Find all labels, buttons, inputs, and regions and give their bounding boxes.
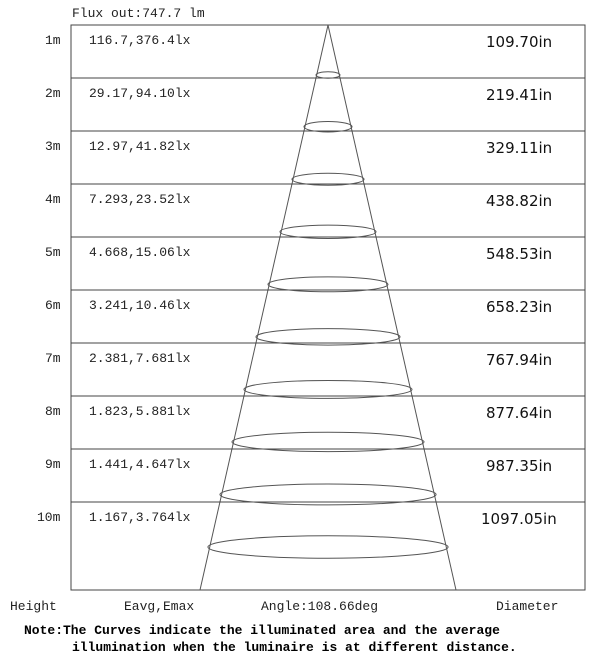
distance-row: 6m 3.241,10.46lx 658.23in <box>45 298 585 346</box>
distance-row: 9m 1.441,4.647lx 987.35in <box>45 457 585 506</box>
distance-rows: 1m 116.7,376.4lx 109.70in 2m 29.17,94.10lx 21… <box>37 33 585 559</box>
row-illuminance-value: 3.241,10.46lx <box>89 298 191 313</box>
row-height-label: 7m <box>45 351 61 366</box>
distance-row: 10m 1.167,3.764lx 1097.05in <box>37 510 557 559</box>
note-line-2: illumination when the luminaire is at di… <box>72 640 517 653</box>
row-height-label: 3m <box>45 139 61 154</box>
row-diameter-value: 438.82in <box>486 192 552 210</box>
row-illuminance-value: 7.293,23.52lx <box>89 192 191 207</box>
distance-row: 5m 4.668,15.06lx 548.53in <box>45 245 585 293</box>
row-diameter-value: 329.11in <box>486 139 552 157</box>
illumination-ellipse <box>279 224 377 240</box>
row-illuminance-value: 4.668,15.06lx <box>89 245 191 260</box>
illumination-ellipse <box>231 431 425 453</box>
distance-row: 7m 2.381,7.681lx 767.94in <box>45 351 585 399</box>
row-height-label: 5m <box>45 245 61 260</box>
distance-row: 3m 12.97,41.82lx 329.11in <box>45 139 585 186</box>
row-illuminance-value: 12.97,41.82lx <box>89 139 191 154</box>
illumination-ellipse <box>291 172 365 186</box>
row-height-label: 2m <box>45 86 61 101</box>
row-illuminance-value: 2.381,7.681lx <box>89 351 191 366</box>
row-diameter-value: 877.64in <box>486 404 552 422</box>
row-diameter-value: 1097.05in <box>481 510 557 528</box>
distance-row: 1m 116.7,376.4lx 109.70in <box>45 33 585 79</box>
row-height-label: 1m <box>45 33 61 48</box>
row-height-label: 10m <box>37 510 61 525</box>
illumination-ellipse <box>267 276 389 293</box>
row-illuminance-value: 1.441,4.647lx <box>89 457 191 472</box>
row-illuminance-value: 29.17,94.10lx <box>89 86 191 101</box>
illumination-ellipse <box>207 535 449 559</box>
row-height-label: 9m <box>45 457 61 472</box>
illumination-ellipse <box>219 483 437 506</box>
distance-row: 8m 1.823,5.881lx 877.64in <box>45 404 585 453</box>
illumination-ellipse <box>243 379 413 399</box>
column-header-diameter: Diameter <box>496 599 558 614</box>
row-diameter-value: 219.41in <box>486 86 552 104</box>
row-height-label: 8m <box>45 404 61 419</box>
row-diameter-value: 109.70in <box>486 33 552 51</box>
beam-angle-label: Angle:108.66deg <box>261 599 378 614</box>
row-height-label: 4m <box>45 192 61 207</box>
column-header-eavg-emax: Eavg,Emax <box>124 599 194 614</box>
distance-row: 2m 29.17,94.10lx 219.41in <box>45 86 585 133</box>
illumination-ellipse <box>315 71 341 79</box>
flux-out-label: Flux out:747.7 lm <box>72 6 205 21</box>
row-illuminance-value: 1.823,5.881lx <box>89 404 191 419</box>
illumination-ellipse <box>255 328 401 346</box>
row-diameter-value: 658.23in <box>486 298 552 316</box>
distance-row: 4m 7.293,23.52lx 438.82in <box>45 192 585 240</box>
illumination-ellipse <box>303 121 353 133</box>
row-diameter-value: 548.53in <box>486 245 552 263</box>
row-illuminance-value: 116.7,376.4lx <box>89 33 191 48</box>
row-diameter-value: 767.94in <box>486 351 552 369</box>
column-header-height: Height <box>10 599 57 614</box>
note-line-1: Note:The Curves indicate the illuminated… <box>24 623 500 638</box>
row-height-label: 6m <box>45 298 61 313</box>
row-illuminance-value: 1.167,3.764lx <box>89 510 191 525</box>
row-diameter-value: 987.35in <box>486 457 552 475</box>
